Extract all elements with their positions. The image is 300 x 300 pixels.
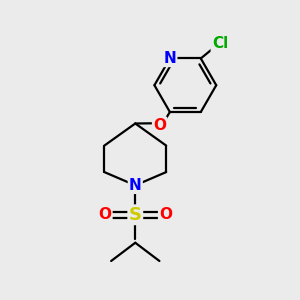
Text: N: N [129, 178, 142, 193]
Text: O: O [159, 207, 172, 222]
Text: N: N [164, 51, 176, 66]
Text: O: O [98, 207, 112, 222]
Text: S: S [129, 206, 142, 224]
Text: O: O [153, 118, 166, 133]
Text: Cl: Cl [212, 36, 228, 51]
